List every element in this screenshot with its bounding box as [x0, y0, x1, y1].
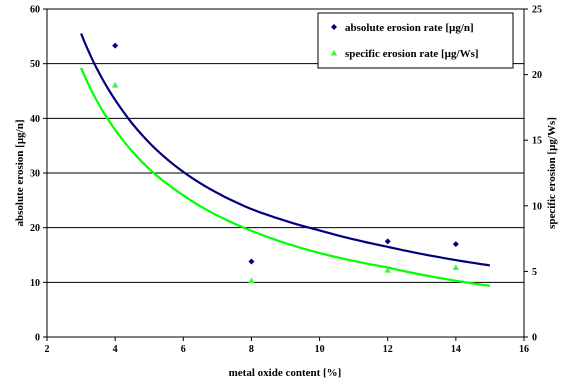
axes — [43, 8, 528, 341]
y2-tick-label-5: 5 — [532, 267, 537, 278]
point-absolute-3 — [452, 241, 459, 248]
legend-marker-absolute — [331, 24, 337, 30]
y-tick-label-50: 50 — [30, 59, 40, 70]
y2-tick-label-15: 15 — [532, 136, 542, 147]
trend-lines — [80, 33, 491, 287]
x-tick-label-2: 2 — [45, 344, 50, 355]
x-tick-label-12: 12 — [383, 344, 393, 355]
y-tick-label-40: 40 — [30, 114, 40, 125]
x-tick-label-10: 10 — [315, 344, 325, 355]
legend-label-absolute: absolute erosion rate [µg/n] — [345, 22, 474, 34]
point-absolute-1 — [248, 258, 255, 265]
y2-tick-label-0: 0 — [532, 333, 537, 344]
legend: absolute erosion rate [µg/n] specific er… — [317, 12, 514, 69]
x-tick-label-16: 16 — [519, 344, 529, 355]
y2-tick-label-25: 25 — [532, 5, 542, 16]
y-tick-label-20: 20 — [30, 223, 40, 234]
y-tick-labels: 0 10 20 30 40 50 60 — [30, 5, 40, 344]
x-axis-title: metal oxide content [%] — [229, 367, 342, 379]
point-specific-0 — [111, 81, 119, 88]
trend-line-specific — [80, 67, 491, 287]
y-tick-label-0: 0 — [35, 333, 40, 344]
legend-markers — [330, 24, 338, 56]
point-specific-2 — [384, 266, 391, 273]
y2-tick-label-20: 20 — [532, 70, 542, 81]
x-tick-label-6: 6 — [181, 344, 186, 355]
y2-axis-title: specific erosion [µg/Ws] — [546, 117, 558, 229]
x-tick-label-14: 14 — [451, 344, 461, 355]
y2-tick-label-10: 10 — [532, 201, 542, 212]
y-tick-label-30: 30 — [30, 169, 40, 180]
data-points — [111, 42, 460, 284]
y2-tick-labels: 0 5 10 15 20 25 — [532, 5, 542, 344]
y-axis-title: absolute erosion [µg/n] — [14, 120, 26, 227]
legend-label-specific: specific erosion rate [µg/Ws] — [345, 48, 479, 60]
point-specific-1 — [248, 277, 255, 284]
trend-line-absolute — [80, 33, 491, 267]
grid-lines — [47, 8, 524, 283]
x-tick-label-4: 4 — [113, 344, 118, 355]
x-tick-label-8: 8 — [249, 344, 254, 355]
legend-marker-specific — [330, 49, 338, 56]
legend-box — [317, 12, 514, 69]
x-tick-labels: 2 4 6 8 10 12 14 16 — [45, 344, 530, 355]
y-tick-label-10: 10 — [30, 278, 40, 289]
point-absolute-0 — [112, 42, 119, 49]
point-absolute-2 — [384, 238, 391, 245]
point-specific-3 — [452, 264, 460, 271]
y-tick-label-60: 60 — [30, 5, 40, 16]
